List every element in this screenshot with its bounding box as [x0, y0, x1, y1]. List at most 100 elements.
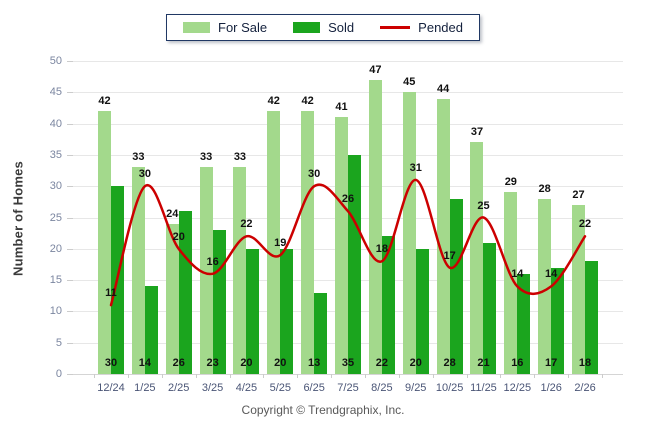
x-tick-label-1/26: 1/26 — [540, 382, 562, 394]
bar-sold-4/25 — [246, 248, 260, 374]
x-tick-mark-13 — [534, 374, 536, 378]
sold-value-3/25: 23 — [206, 357, 219, 369]
y-tick-mark-50 — [67, 61, 73, 62]
bar-sold-6/25 — [314, 292, 328, 374]
x-tick-mark-15 — [601, 374, 603, 378]
y-tick-mark-25 — [67, 217, 73, 219]
for-sale-value-4/25: 33 — [233, 151, 247, 164]
sold-value-12/25: 16 — [511, 357, 524, 369]
x-tick-mark-14 — [568, 374, 570, 378]
y-tick-label-40: 40 — [49, 117, 62, 130]
x-tick-label-5/25: 5/25 — [269, 382, 291, 394]
bar-for-sale-12/24 — [98, 111, 111, 374]
y-tick-label-10: 10 — [49, 305, 62, 318]
y-tick-mark-45 — [67, 92, 73, 94]
bar-for-sale-10/25 — [436, 98, 450, 374]
bar-sold-7/25 — [348, 154, 362, 374]
y-tick-label-15: 15 — [49, 274, 62, 287]
pended-value-2/26: 22 — [578, 218, 592, 231]
pended-line-swatch-icon — [380, 26, 411, 29]
for-sale-value-2/26: 27 — [572, 188, 585, 201]
bar-sold-8/25 — [381, 236, 395, 374]
legend-label-sold: Sold — [328, 20, 355, 35]
pended-value-1/26: 14 — [545, 268, 558, 281]
bar-sold-1/25 — [144, 286, 158, 374]
pended-value-12/24: 11 — [105, 287, 117, 300]
sold-value-2/25: 26 — [172, 357, 185, 369]
x-tick-mark-0 — [94, 374, 96, 378]
pended-value-8/25: 18 — [375, 243, 388, 256]
x-tick-mark-10 — [432, 374, 434, 378]
bar-for-sale-4/25 — [233, 167, 247, 374]
x-tick-mark-1 — [127, 374, 129, 378]
sold-swatch-icon — [293, 22, 321, 33]
sold-value-1/26: 17 — [545, 357, 558, 369]
bar-sold-2/26 — [585, 261, 599, 374]
bar-for-sale-3/25 — [199, 167, 213, 374]
y-tick-label-25: 25 — [49, 211, 62, 224]
bar-for-sale-1/25 — [131, 167, 145, 374]
bar-for-sale-7/25 — [335, 117, 349, 374]
for-sale-value-1/25: 33 — [132, 151, 145, 164]
bar-sold-11/25 — [483, 242, 497, 374]
bar-sold-12/24 — [111, 186, 124, 374]
x-tick-mark-12 — [500, 374, 502, 378]
x-tick-mark-6 — [297, 374, 299, 378]
sold-value-2/26: 18 — [578, 357, 592, 369]
bar-sold-9/25 — [415, 248, 429, 374]
bar-sold-5/25 — [280, 248, 294, 374]
sold-value-7/25: 35 — [341, 357, 355, 369]
sold-value-6/25: 13 — [308, 357, 321, 369]
x-tick-label-8/25: 8/25 — [371, 382, 393, 394]
sold-value-4/25: 20 — [240, 357, 253, 369]
x-tick-mark-5 — [263, 374, 265, 378]
x-tick-mark-4 — [229, 374, 231, 378]
x-axis-line — [73, 374, 623, 375]
x-tick-label-2/25: 2/25 — [168, 382, 190, 394]
for-sale-value-7/25: 41 — [335, 101, 348, 114]
sold-value-11/25: 21 — [477, 357, 490, 369]
y-tick-label-30: 30 — [49, 180, 62, 193]
bar-for-sale-12/25 — [504, 192, 518, 374]
legend-item-pended[interactable]: Pended — [380, 20, 463, 35]
x-tick-mark-11 — [466, 374, 468, 378]
sold-value-8/25: 22 — [375, 357, 388, 369]
gridline-45 — [73, 92, 623, 94]
pended-value-10/25: 17 — [443, 249, 456, 262]
bar-sold-10/25 — [449, 198, 463, 374]
x-tick-mark-7 — [331, 374, 333, 378]
y-tick-mark-0 — [67, 374, 73, 375]
for-sale-value-5/25: 42 — [267, 95, 280, 108]
x-tick-label-12/25: 12/25 — [503, 382, 532, 394]
legend-item-for-sale[interactable]: For Sale — [183, 20, 267, 35]
x-tick-label-11/25: 11/25 — [470, 382, 497, 394]
legend-item-sold[interactable]: Sold — [293, 20, 354, 35]
y-tick-mark-10 — [67, 311, 73, 313]
sold-value-12/24: 30 — [104, 357, 118, 369]
y-tick-mark-30 — [67, 186, 73, 188]
x-tick-mark-2 — [161, 374, 163, 378]
x-tick-label-4/25: 4/25 — [235, 382, 258, 394]
pended-value-3/25: 16 — [206, 255, 219, 268]
for-sale-swatch-icon — [183, 22, 210, 33]
y-tick-label-0: 0 — [55, 368, 62, 380]
x-tick-label-6/25: 6/25 — [303, 382, 325, 394]
for-sale-value-8/25: 47 — [369, 63, 382, 76]
y-tick-mark-15 — [67, 280, 73, 282]
y-axis-title: Number of Homes — [10, 161, 26, 276]
for-sale-value-10/25: 44 — [436, 82, 450, 95]
chart-legend: For Sale Sold Pended — [166, 14, 480, 41]
x-tick-label-10/25: 10/25 — [435, 382, 464, 394]
y-tick-label-35: 35 — [49, 148, 62, 161]
pended-value-5/25: 19 — [274, 237, 287, 250]
pended-value-11/25: 25 — [477, 199, 490, 212]
x-tick-label-9/25: 9/25 — [405, 382, 427, 394]
pended-value-9/25: 31 — [409, 161, 422, 174]
sold-value-1/25: 14 — [138, 357, 151, 369]
x-tick-label-1/25: 1/25 — [134, 382, 156, 394]
for-sale-value-3/25: 33 — [199, 151, 213, 164]
for-sale-value-6/25: 42 — [301, 95, 314, 108]
sold-value-9/25: 20 — [409, 357, 422, 369]
y-tick-label-45: 45 — [49, 86, 62, 99]
